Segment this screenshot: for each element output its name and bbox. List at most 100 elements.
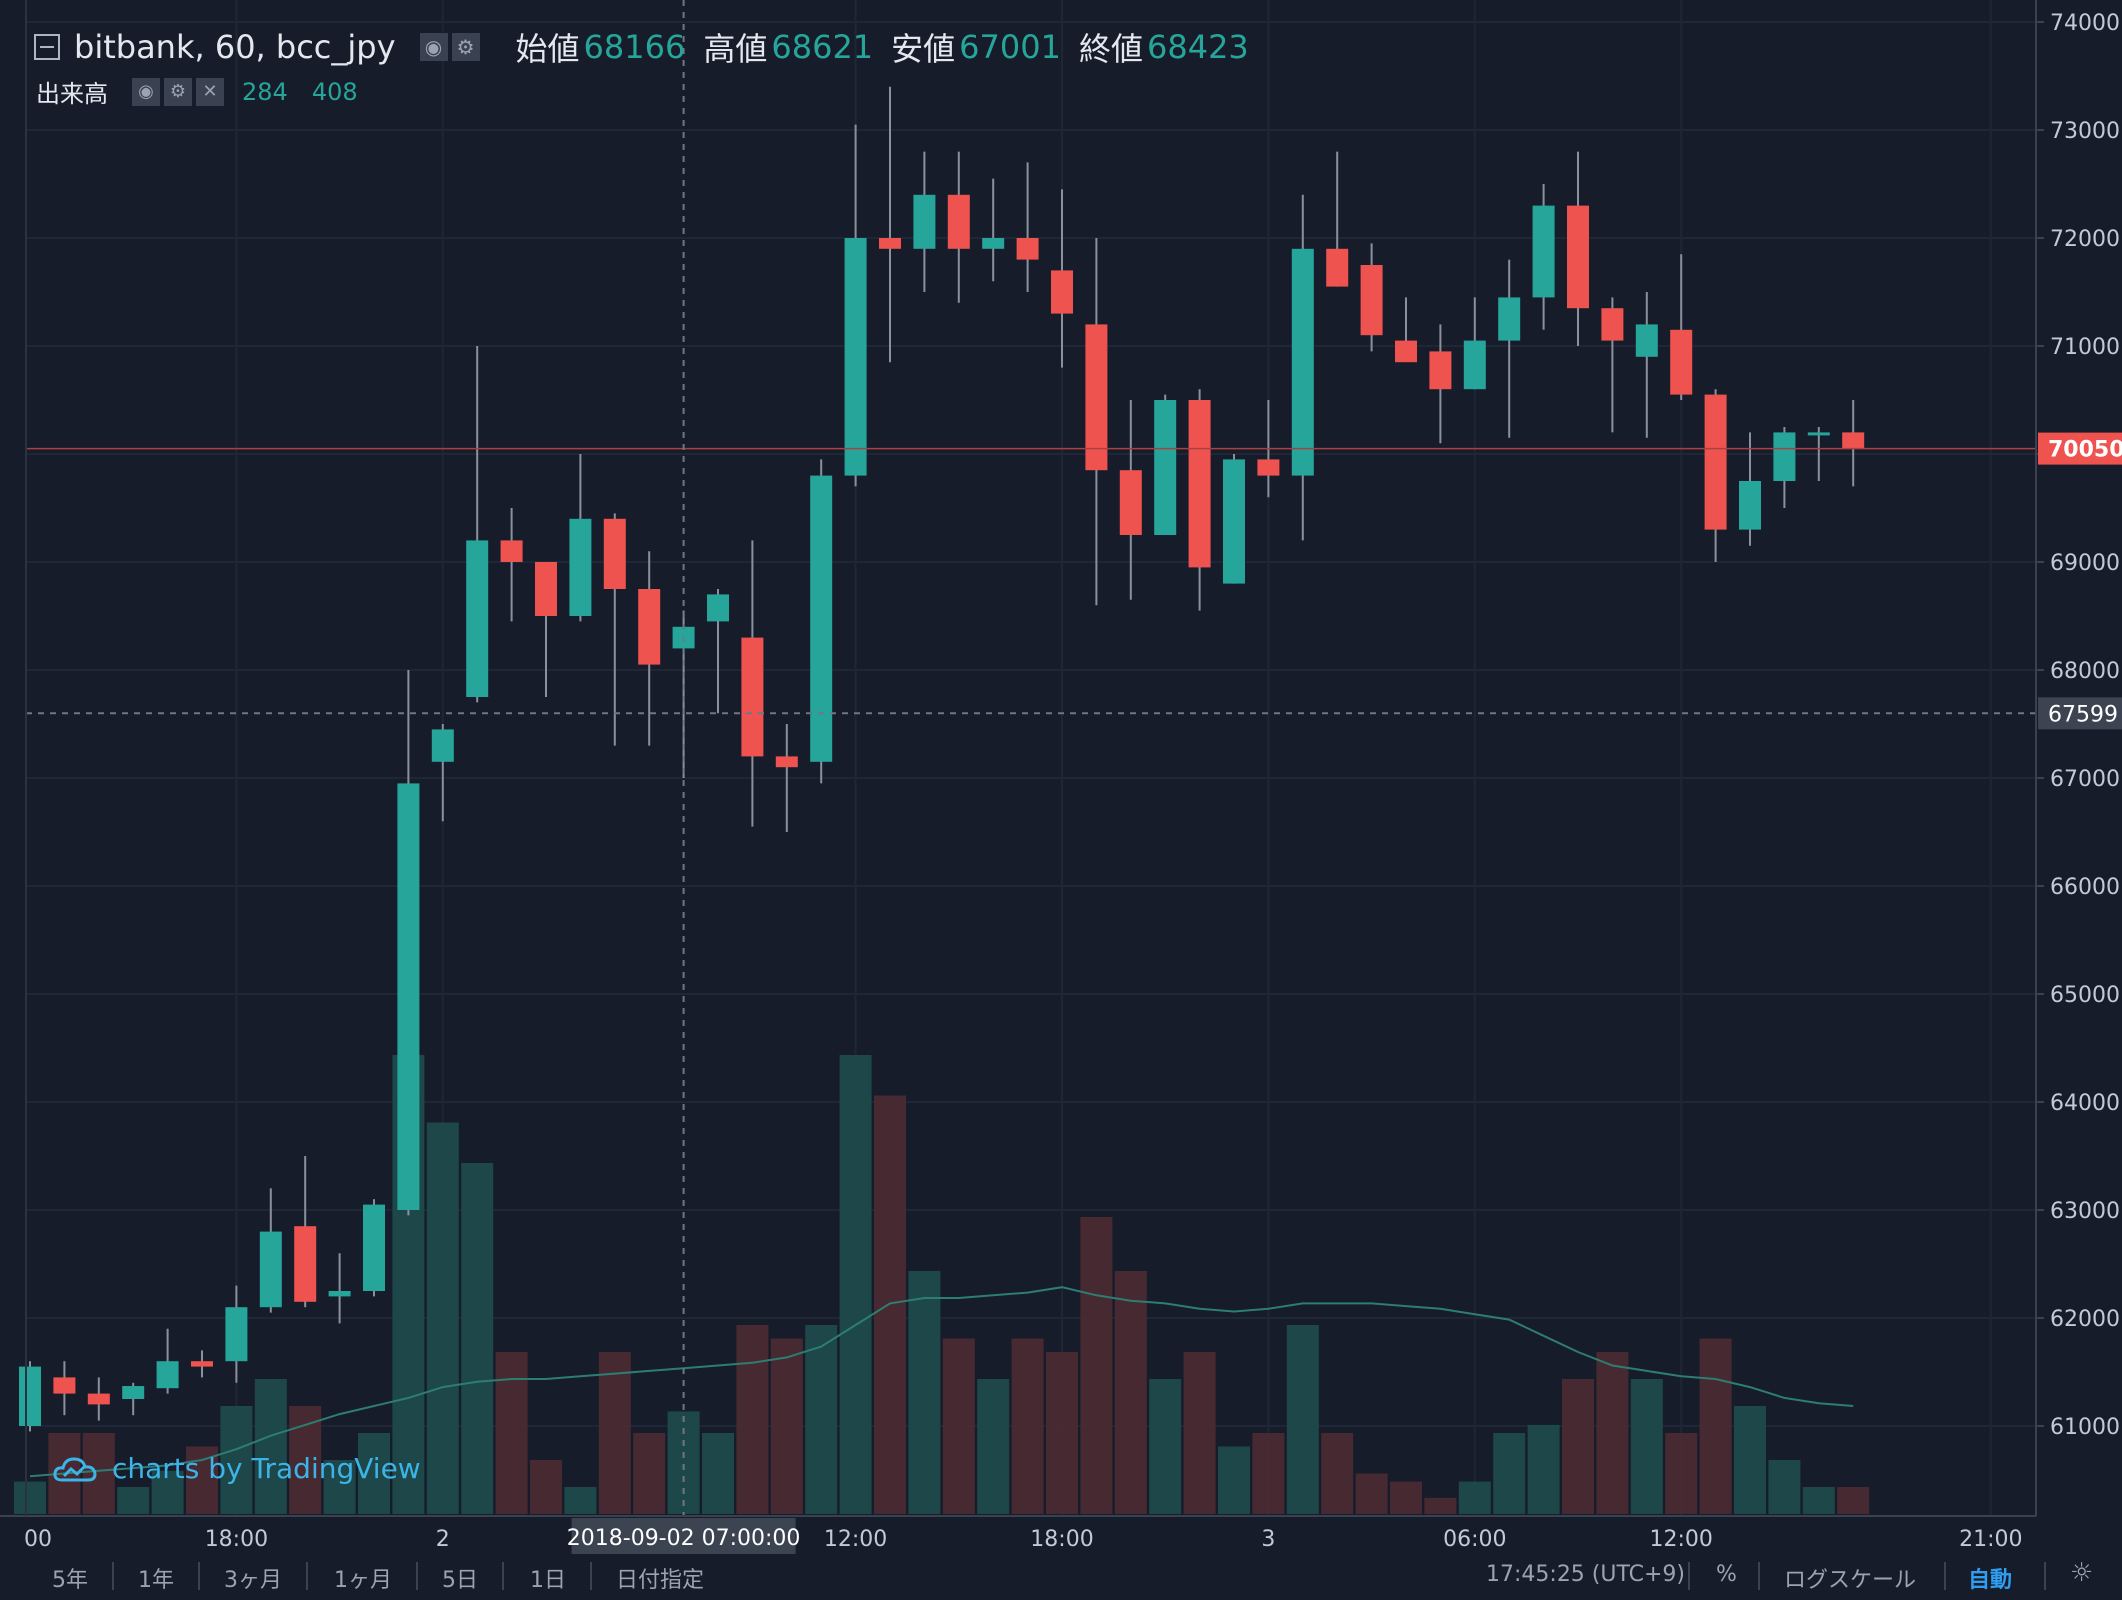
x-tick-label: 2	[436, 1527, 450, 1552]
y-tick-label: 65000	[2050, 983, 2120, 1008]
range-1y-button[interactable]: 1年	[138, 1568, 174, 1593]
candle-body	[122, 1386, 145, 1399]
percent-toggle[interactable]: %	[1716, 1562, 1737, 1587]
x-tick-label: 12:00	[1649, 1527, 1712, 1552]
x-tick-label: 3	[1261, 1527, 1275, 1552]
tradingview-watermark[interactable]: charts by TradingView	[52, 1452, 421, 1485]
eye-icon[interactable]: ◉	[132, 77, 160, 106]
date-range-button[interactable]: 日付指定	[616, 1568, 705, 1593]
candle-body	[1498, 297, 1521, 341]
y-tick-label: 74000	[2050, 11, 2120, 36]
volume-bar	[1630, 1379, 1663, 1514]
gear-icon[interactable]: ☼	[2070, 1558, 2094, 1588]
volume-ma-line	[29, 1286, 1854, 1478]
volume-bar	[1390, 1481, 1422, 1514]
close-icon[interactable]: ✕	[196, 77, 224, 106]
volume-bar	[1252, 1433, 1285, 1514]
y-tick-label: 68000	[2050, 659, 2120, 684]
open-label: 始値	[515, 30, 580, 68]
y-tick-label: 66000	[2050, 875, 2120, 900]
candle-body	[1670, 329, 1693, 395]
volume-ma-value: 408	[311, 77, 358, 106]
divider	[112, 1562, 114, 1590]
candle-body	[1773, 432, 1796, 481]
volume-bar	[1011, 1338, 1044, 1514]
volume-bar	[151, 1470, 184, 1514]
volume-bar	[1149, 1379, 1182, 1514]
log-scale-toggle[interactable]: ログスケール	[1784, 1568, 1917, 1593]
close-label: 終値	[1078, 30, 1143, 68]
gear-icon[interactable]: ⚙	[164, 77, 192, 106]
range-1m-button[interactable]: 1ヶ月	[334, 1568, 392, 1593]
y-tick-label: 67000	[2050, 767, 2120, 792]
candle-body	[810, 475, 833, 762]
clock-display[interactable]: 17:45:25 (UTC+9)	[1486, 1562, 1686, 1587]
x-tick-label: 18:00	[1030, 1527, 1093, 1552]
divider	[590, 1562, 592, 1590]
volume-bar	[1596, 1352, 1629, 1514]
auto-scale-toggle[interactable]: 自動	[1968, 1568, 2013, 1593]
volume-bar	[1355, 1473, 1388, 1514]
candle-body	[156, 1361, 179, 1389]
x-tick-label: 21:00	[1959, 1527, 2022, 1552]
candle-body	[500, 540, 523, 562]
volume-bar	[1527, 1424, 1560, 1514]
eye-icon[interactable]: ◉	[419, 33, 448, 61]
volume-bar	[14, 1481, 46, 1514]
volume-bar	[874, 1095, 906, 1514]
volume-bar	[1802, 1487, 1835, 1514]
high-value: 68621	[771, 28, 874, 66]
low-value: 67001	[959, 28, 1061, 66]
candle-body	[1085, 324, 1108, 471]
range-5y-button[interactable]: 5年	[52, 1568, 88, 1593]
candle-body	[1601, 308, 1624, 341]
low-label: 安値	[891, 30, 956, 68]
x-tick-label: 00	[24, 1527, 52, 1552]
range-1d-button[interactable]: 1日	[530, 1568, 566, 1593]
crosshair-price-badge	[2038, 697, 2122, 730]
divider	[416, 1562, 418, 1590]
volume-bar	[1286, 1325, 1319, 1514]
candle-body	[1291, 248, 1314, 476]
collapse-icon[interactable]	[34, 34, 60, 60]
volume-bar	[426, 1122, 459, 1514]
candle-body	[569, 518, 592, 616]
candle-body	[982, 238, 1005, 249]
candle-body	[1395, 340, 1417, 363]
volume-bar	[1218, 1446, 1250, 1514]
gear-icon[interactable]: ⚙	[451, 33, 480, 61]
volume-bar	[323, 1460, 356, 1514]
candle-body	[603, 518, 626, 589]
range-5d-button[interactable]: 5日	[442, 1568, 478, 1593]
candle-body	[87, 1393, 110, 1405]
volume-bar	[1734, 1406, 1766, 1514]
crosshair-price-label: 67599	[2048, 702, 2118, 727]
candle-body	[1807, 432, 1830, 436]
range-3m-button[interactable]: 3ヶ月	[224, 1568, 282, 1593]
cloud-icon	[53, 1456, 97, 1481]
volume-bar	[1424, 1497, 1457, 1514]
watermark-text: charts by TradingView	[112, 1452, 421, 1485]
candle-body	[294, 1226, 317, 1302]
volume-bar	[908, 1271, 941, 1514]
candle-body	[638, 589, 661, 665]
volume-bar	[1080, 1217, 1113, 1514]
candle-body	[879, 238, 901, 249]
candle-body	[1429, 351, 1452, 390]
candle-body	[466, 540, 489, 697]
volume-bar	[461, 1163, 494, 1514]
y-tick-label: 64000	[2050, 1091, 2120, 1116]
divider	[1758, 1562, 1760, 1590]
candle-body	[1842, 432, 1865, 449]
candle-body	[775, 756, 798, 768]
candle-body	[191, 1361, 213, 1367]
candle-body	[1704, 394, 1727, 530]
candle-body	[363, 1204, 385, 1291]
volume-bar	[254, 1379, 287, 1514]
divider	[306, 1562, 308, 1590]
y-tick-label: 72000	[2050, 227, 2120, 252]
y-tick-label: 63000	[2050, 1199, 2120, 1224]
candle-body	[741, 637, 764, 757]
